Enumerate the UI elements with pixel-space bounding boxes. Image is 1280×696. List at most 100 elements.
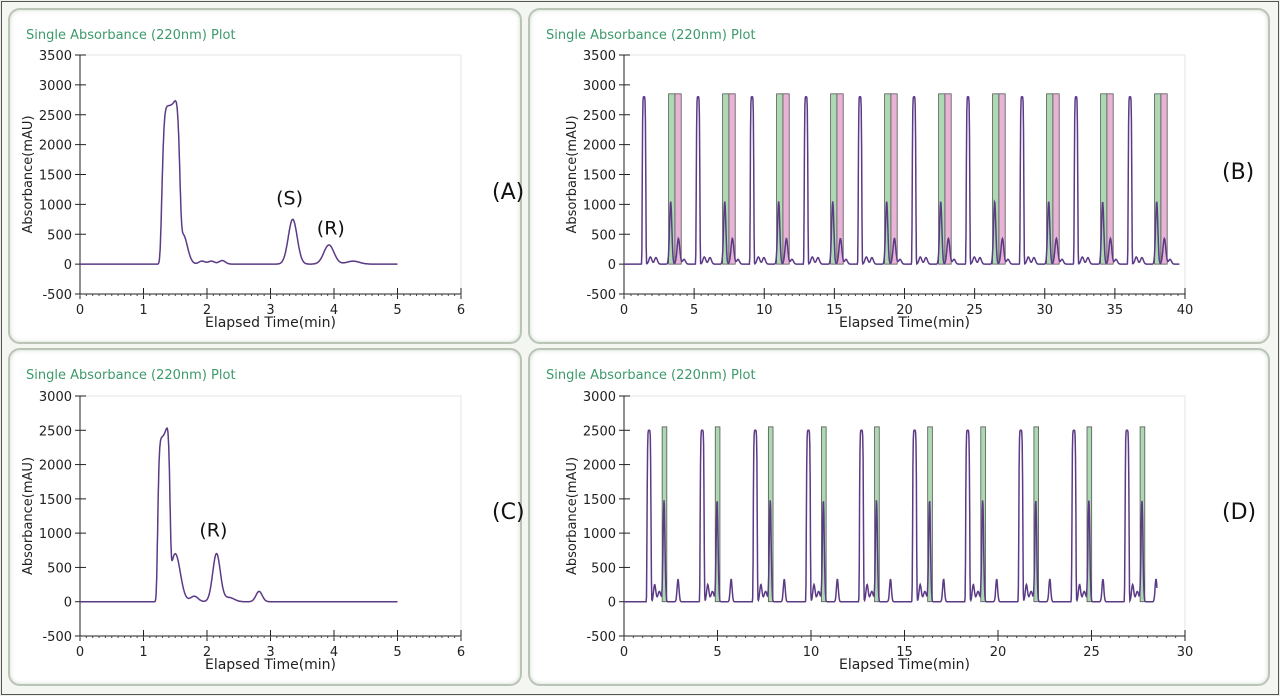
- y-tick-label: -500: [586, 630, 616, 645]
- chart-svg: -500 0 500 1000 1500 2000 2500 3000 3500 0 1 2 3 4 5 6 E…: [21, 49, 465, 331]
- x-tick-label: 4: [330, 645, 338, 660]
- y-tick-label: 2500: [583, 109, 616, 124]
- x-axis-label: Elapsed Time(min): [205, 315, 336, 331]
- chart-title: Single Absorbance (220nm) Plot: [546, 368, 756, 383]
- x-axis-label: Elapsed Time(min): [205, 657, 336, 673]
- absorbance-trace: [80, 427, 398, 603]
- x-tick-label: 25: [1083, 645, 1100, 660]
- y-tick-label: 2000: [583, 139, 616, 154]
- fraction-window: [728, 93, 736, 265]
- plot-area: [79, 395, 462, 637]
- y-tick-label: 3500: [583, 49, 616, 64]
- x-axis-label: Elapsed Time(min): [839, 315, 970, 331]
- fraction-window: [836, 93, 844, 265]
- fraction-window: [890, 93, 898, 265]
- y-tick-label: 500: [591, 228, 616, 243]
- panel-label: (C): [492, 500, 525, 525]
- y-tick-label: 2500: [39, 424, 72, 439]
- absorbance-trace: [80, 99, 398, 265]
- fraction-window: [1160, 93, 1168, 265]
- chart-svg: -500 0 500 1000 1500 2000 2500 3000 0 1 2 3 4 5 6 Elaps…: [21, 390, 465, 673]
- y-tick-label: 500: [591, 561, 616, 576]
- x-tick-label: 30: [1177, 645, 1194, 660]
- x-tick-label: 6: [457, 303, 465, 318]
- y-axis-label: Absorbance(mAU): [21, 457, 36, 575]
- y-tick-label: 1500: [583, 493, 616, 508]
- fraction-window: [944, 93, 952, 265]
- chart-svg: -500 0 500 1000 1500 2000 2500 3000 0 5 10 15 20 25 30…: [565, 390, 1194, 673]
- panel-label: (B): [1222, 160, 1255, 185]
- peak-annotation: (R): [199, 520, 227, 542]
- chart-panel-a: Single Absorbance (220nm) Plot (A) -500 0 50…: [8, 8, 525, 344]
- x-tick-label: 20: [990, 645, 1007, 660]
- peak-annotation: (R): [317, 217, 345, 239]
- chart-svg: -500 0 500 1000 1500 2000 2500 3000 3500 0 5 10 15 20…: [565, 49, 1194, 331]
- y-tick-label: 1000: [39, 527, 72, 542]
- plot-area: [79, 54, 462, 295]
- y-tick-label: 500: [47, 228, 72, 243]
- y-tick-label: 3000: [583, 79, 616, 94]
- x-tick-label: 40: [1177, 303, 1194, 318]
- y-tick-label: 1500: [39, 493, 72, 508]
- x-tick-label: 1: [139, 303, 147, 318]
- panel-label: (D): [1222, 500, 1257, 525]
- x-tick-label: 5: [713, 645, 721, 660]
- y-tick-label: 1000: [583, 527, 616, 542]
- x-tick-label: 3: [266, 303, 274, 318]
- fraction-window: [1106, 93, 1114, 265]
- y-tick-label: 2500: [583, 424, 616, 439]
- y-tick-label: 2000: [583, 459, 616, 474]
- fraction-window: [674, 93, 682, 265]
- chart-title: Single Absorbance (220nm) Plot: [546, 28, 756, 43]
- x-tick-label: 15: [896, 645, 913, 660]
- y-tick-label: 0: [64, 596, 72, 611]
- x-tick-label: 30: [1036, 303, 1053, 318]
- fraction-window: [782, 93, 790, 265]
- chart-title: Single Absorbance (220nm) Plot: [26, 368, 236, 383]
- x-tick-label: 1: [139, 645, 147, 660]
- x-tick-label: 4: [330, 303, 338, 318]
- fraction-window: [1052, 93, 1060, 265]
- y-tick-label: 3000: [39, 390, 72, 405]
- x-tick-label: 2: [203, 645, 211, 660]
- chart-panel-d: Single Absorbance (220nm) Plot (D) -500 0 50…: [528, 348, 1270, 686]
- x-axis-label: Elapsed Time(min): [839, 657, 970, 673]
- y-tick-label: 1000: [583, 198, 616, 213]
- x-tick-label: 0: [620, 303, 628, 318]
- x-tick-label: 25: [966, 303, 983, 318]
- y-tick-label: 1000: [39, 198, 72, 213]
- x-tick-label: 0: [76, 303, 84, 318]
- x-tick-label: 5: [690, 303, 698, 318]
- y-tick-label: 2500: [39, 109, 72, 124]
- x-tick-label: 5: [393, 645, 401, 660]
- x-tick-label: 0: [620, 645, 628, 660]
- y-tick-label: 0: [64, 258, 72, 273]
- y-tick-label: 1500: [583, 169, 616, 184]
- x-tick-label: 15: [826, 303, 843, 318]
- x-tick-label: 6: [457, 645, 465, 660]
- y-tick-label: 3500: [39, 49, 72, 64]
- peak-annotation: (S): [276, 187, 303, 209]
- absorbance-trace: [624, 96, 1180, 266]
- y-tick-label: -500: [42, 630, 72, 645]
- x-tick-label: 2: [203, 303, 211, 318]
- x-tick-label: 0: [76, 645, 84, 660]
- y-tick-label: 0: [608, 596, 616, 611]
- chart-panel-b: Single Absorbance (220nm) Plot (B) -500 0 50…: [528, 8, 1270, 344]
- x-tick-label: 10: [756, 303, 773, 318]
- y-tick-label: 3000: [39, 79, 72, 94]
- x-tick-label: 5: [393, 303, 401, 318]
- y-tick-label: 3000: [583, 390, 616, 405]
- y-tick-label: 500: [47, 561, 72, 576]
- panel-label: (A): [492, 180, 525, 205]
- y-tick-label: -500: [42, 288, 72, 303]
- y-tick-label: 0: [608, 258, 616, 273]
- y-axis-label: Absorbance(mAU): [565, 115, 580, 233]
- y-tick-label: -500: [586, 288, 616, 303]
- chart-title: Single Absorbance (220nm) Plot: [26, 28, 236, 43]
- y-axis-label: Absorbance(mAU): [565, 457, 580, 575]
- fraction-window: [998, 93, 1006, 265]
- absorbance-trace: [624, 429, 1158, 604]
- y-tick-label: 1500: [39, 169, 72, 184]
- x-tick-label: 10: [803, 645, 820, 660]
